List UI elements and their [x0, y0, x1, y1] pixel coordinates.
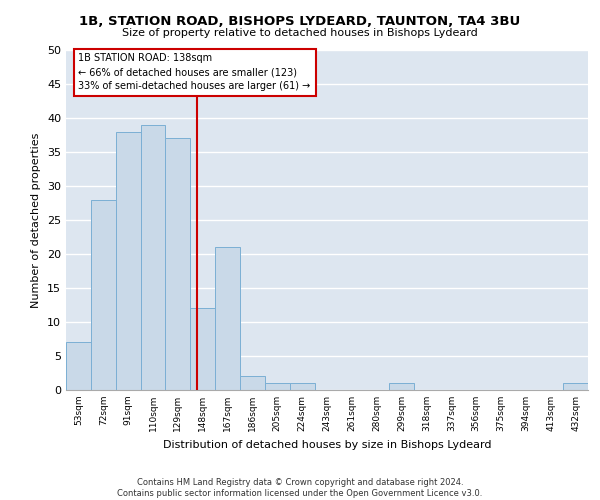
X-axis label: Distribution of detached houses by size in Bishops Lydeard: Distribution of detached houses by size …	[163, 440, 491, 450]
Bar	[265, 383, 290, 390]
Bar	[66, 342, 91, 390]
Text: 1B, STATION ROAD, BISHOPS LYDEARD, TAUNTON, TA4 3BU: 1B, STATION ROAD, BISHOPS LYDEARD, TAUNT…	[79, 15, 521, 28]
Text: 1B STATION ROAD: 138sqm
← 66% of detached houses are smaller (123)
33% of semi-d: 1B STATION ROAD: 138sqm ← 66% of detache…	[79, 54, 311, 92]
Text: Contains HM Land Registry data © Crown copyright and database right 2024.
Contai: Contains HM Land Registry data © Crown c…	[118, 478, 482, 498]
Bar	[389, 383, 414, 390]
Text: Size of property relative to detached houses in Bishops Lydeard: Size of property relative to detached ho…	[122, 28, 478, 38]
Bar	[290, 383, 314, 390]
Bar	[563, 383, 588, 390]
Y-axis label: Number of detached properties: Number of detached properties	[31, 132, 41, 308]
Bar	[240, 376, 265, 390]
Bar	[215, 247, 240, 390]
Bar	[91, 200, 116, 390]
Bar	[166, 138, 190, 390]
Bar	[190, 308, 215, 390]
Bar	[140, 125, 166, 390]
Bar	[116, 132, 140, 390]
